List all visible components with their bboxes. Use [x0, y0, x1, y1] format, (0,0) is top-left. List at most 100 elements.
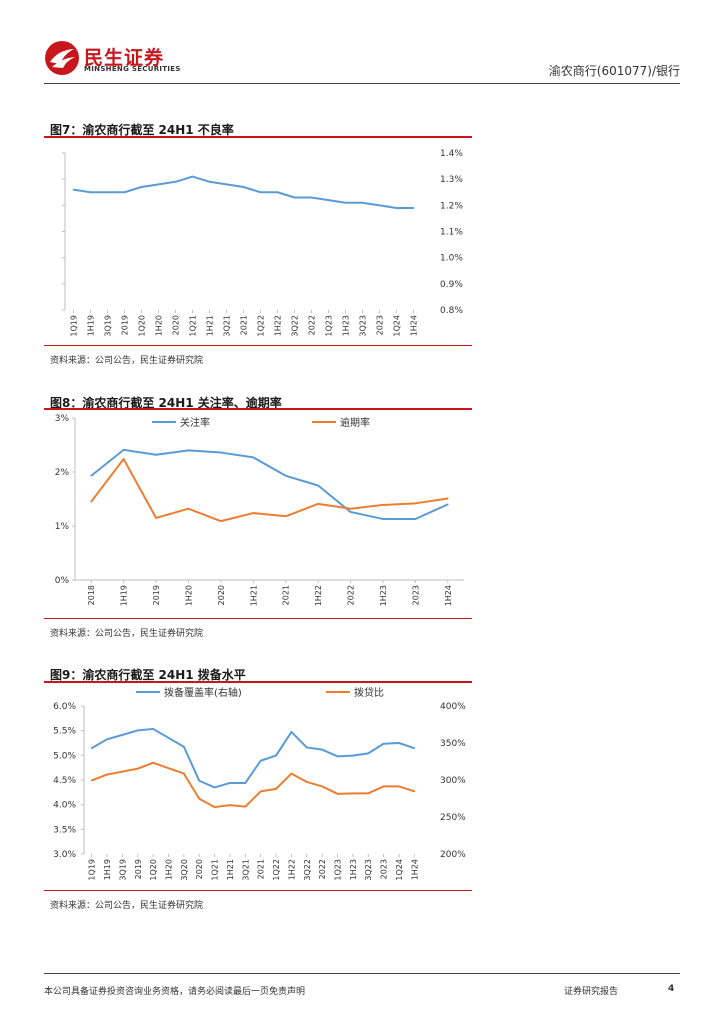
chart8-series-1-point	[252, 512, 255, 514]
chart9-series-1-point	[275, 788, 277, 790]
chart9-x-tick-label: 1H20	[165, 859, 174, 880]
chart9-x-tick-label: 1H24	[410, 859, 419, 880]
chart8-x-tick-label: 1H21	[249, 585, 258, 606]
chart9-y-left-tick-label: 3.0%	[53, 850, 76, 860]
chart9-x-tick-label: 2023	[380, 859, 389, 879]
figure-7-title-rule	[44, 136, 472, 138]
chart7-x-tick-label: 1Q20	[138, 315, 147, 337]
chart9-series-0-point	[398, 742, 400, 744]
chart8-series-0-point	[155, 453, 157, 456]
chart8-x-tick-label: 2023	[411, 585, 420, 605]
logo-emblem-icon	[45, 41, 79, 75]
chart7-x-tick-label: 1Q22	[257, 315, 266, 337]
chart9-series-0-point	[90, 747, 93, 749]
chart7-series-0-point	[208, 180, 211, 183]
figure-9-title-rule	[44, 681, 472, 683]
footer-divider	[44, 973, 680, 974]
chart8-y-tick-label: 0%	[55, 576, 70, 586]
chart7-series-0-point	[276, 191, 279, 194]
chart7-x-tick-label: 1H24	[410, 315, 419, 336]
chart9-series-1-point	[183, 772, 185, 775]
chart7-x-tick-label: 2019	[121, 315, 130, 335]
chart8-series-1-point	[187, 507, 190, 510]
chart8-y-tick-label: 2%	[55, 468, 70, 478]
chart7-series-0-point	[72, 188, 75, 191]
chart8-x-tick-label: 1H19	[120, 585, 129, 606]
chart7-x-tick-label: 2022	[308, 315, 317, 335]
chart8-legend-attention-label: 关注率	[180, 416, 210, 429]
chart9-x-tick-label: 1H21	[226, 859, 235, 880]
chart9-series-0-point	[382, 742, 385, 745]
chart7-x-tick-label: 1Q24	[393, 315, 402, 337]
figure-7-bottom-rule	[44, 345, 472, 346]
footer-disclaimer: 本公司具备证券投资咨询业务资格，请务必阅读最后一页免责声明	[44, 987, 306, 997]
chart9-series-0-point	[213, 786, 216, 789]
chart7-x-tick-label: 1H19	[87, 315, 96, 336]
chart9-y-left-tick-label: 6.0%	[53, 702, 76, 712]
chart9-series-0-point	[229, 782, 231, 784]
chart7-series-0-point	[259, 191, 262, 194]
chart8-series-1-point	[122, 458, 125, 460]
chart7-x-tick-label: 1H22	[274, 315, 283, 336]
figure-7-chart: 0.8% 0.9% 1.0% 1.1% 1.2% 1.3% 1.4% 1Q19 1H19 3Q19…	[62, 149, 463, 337]
chart7-series-0-point	[344, 201, 347, 204]
chart9-series-0-point	[244, 782, 247, 784]
chart9-series-0-point	[183, 745, 185, 748]
chart9-series-1-point	[229, 804, 231, 806]
chart9-series-0-point	[167, 737, 170, 739]
chart9-x-tick-label: 1Q21	[211, 859, 220, 881]
chart9-x-tick-label: 1H23	[349, 859, 358, 880]
chart9-series-0-point	[305, 746, 308, 749]
chart8-series-0-point	[284, 474, 287, 477]
chart9-series-1-point	[382, 785, 385, 788]
chart9-series-0-point	[259, 759, 262, 762]
chart9-legend-loan-ratio-label: 拨贷比	[354, 686, 384, 699]
chart7-series-0-point	[174, 180, 177, 183]
chart8-series-1-point	[220, 520, 222, 522]
chart9-x-tick-label: 1Q24	[395, 859, 404, 881]
chart9-series-1-point	[136, 767, 139, 770]
chart9-series-0-point	[321, 748, 323, 751]
chart7-series-0-point	[242, 186, 245, 188]
chart7-x-tick-label: 1Q19	[70, 315, 79, 337]
chart8-x-tick-label: 2021	[282, 585, 291, 605]
chart8-series-0-point	[382, 518, 384, 520]
chart7-series-0-point	[225, 183, 228, 186]
chart9-series-1-point	[336, 793, 339, 795]
chart9-y-left-tick-label: 5.5%	[53, 727, 76, 737]
chart9-x-tick-label: 3Q21	[241, 859, 250, 881]
chart9-x-tick-label: 3Q19	[118, 859, 127, 881]
chart7-y-tick-label: 1.1%	[440, 228, 463, 238]
chart8-y-tick-label: 3%	[55, 414, 70, 424]
chart8-series-0-point	[317, 484, 319, 487]
chart8-y-tick-label: 1%	[55, 522, 70, 532]
chart7-y-tick-label: 1.4%	[440, 149, 463, 159]
chart8-x-tick-label: 2019	[152, 585, 161, 605]
chart9-x-tick-label: 1H19	[103, 859, 112, 880]
chart7-series-0-point	[157, 183, 160, 186]
figure-9-bottom-rule	[44, 890, 472, 891]
chart9-x-tick-label: 3Q20	[180, 859, 189, 881]
chart9-series-0-line	[91, 727, 415, 789]
chart8-legend-overdue-label: 逾期率	[340, 416, 370, 429]
chart9-x-tick-label: 1Q19	[88, 859, 97, 881]
chart9-y-left-tick-label: 3.5%	[53, 825, 76, 835]
chart9-x-tick-label: 1Q20	[149, 859, 158, 881]
company-logo: 民生证券 MINSHENG SECURITIES	[44, 40, 184, 80]
chart8-series-0-point	[446, 503, 449, 506]
chart7-series-0-point	[140, 186, 143, 188]
chart9-series-0-point	[336, 755, 339, 758]
chart8-series-0-point	[187, 449, 190, 452]
chart7-y-tick-label: 0.9%	[440, 280, 463, 290]
chart9-x-tick-label: 1H22	[287, 859, 296, 880]
chart7-series-0-point	[378, 204, 381, 207]
figure-9-title: 图9：渝农商行截至 24H1 拨备水平	[50, 668, 246, 682]
chart9-x-tick-label: 2022	[318, 859, 327, 879]
chart9-y-right-tick-label: 300%	[440, 776, 466, 786]
chart7-x-tick-label: 1H21	[206, 315, 215, 336]
chart7-series-0-point	[412, 207, 415, 209]
chart7-x-tick-label: 3Q23	[359, 315, 368, 337]
figure-9-chart: 3.0% 3.5% 4.0% 4.5% 5.0% 5.5% 6.0% 200% 250% 300%…	[53, 686, 466, 881]
chart8-x-tick-label: 2018	[87, 585, 96, 605]
chart8-series-0-point	[414, 518, 417, 520]
